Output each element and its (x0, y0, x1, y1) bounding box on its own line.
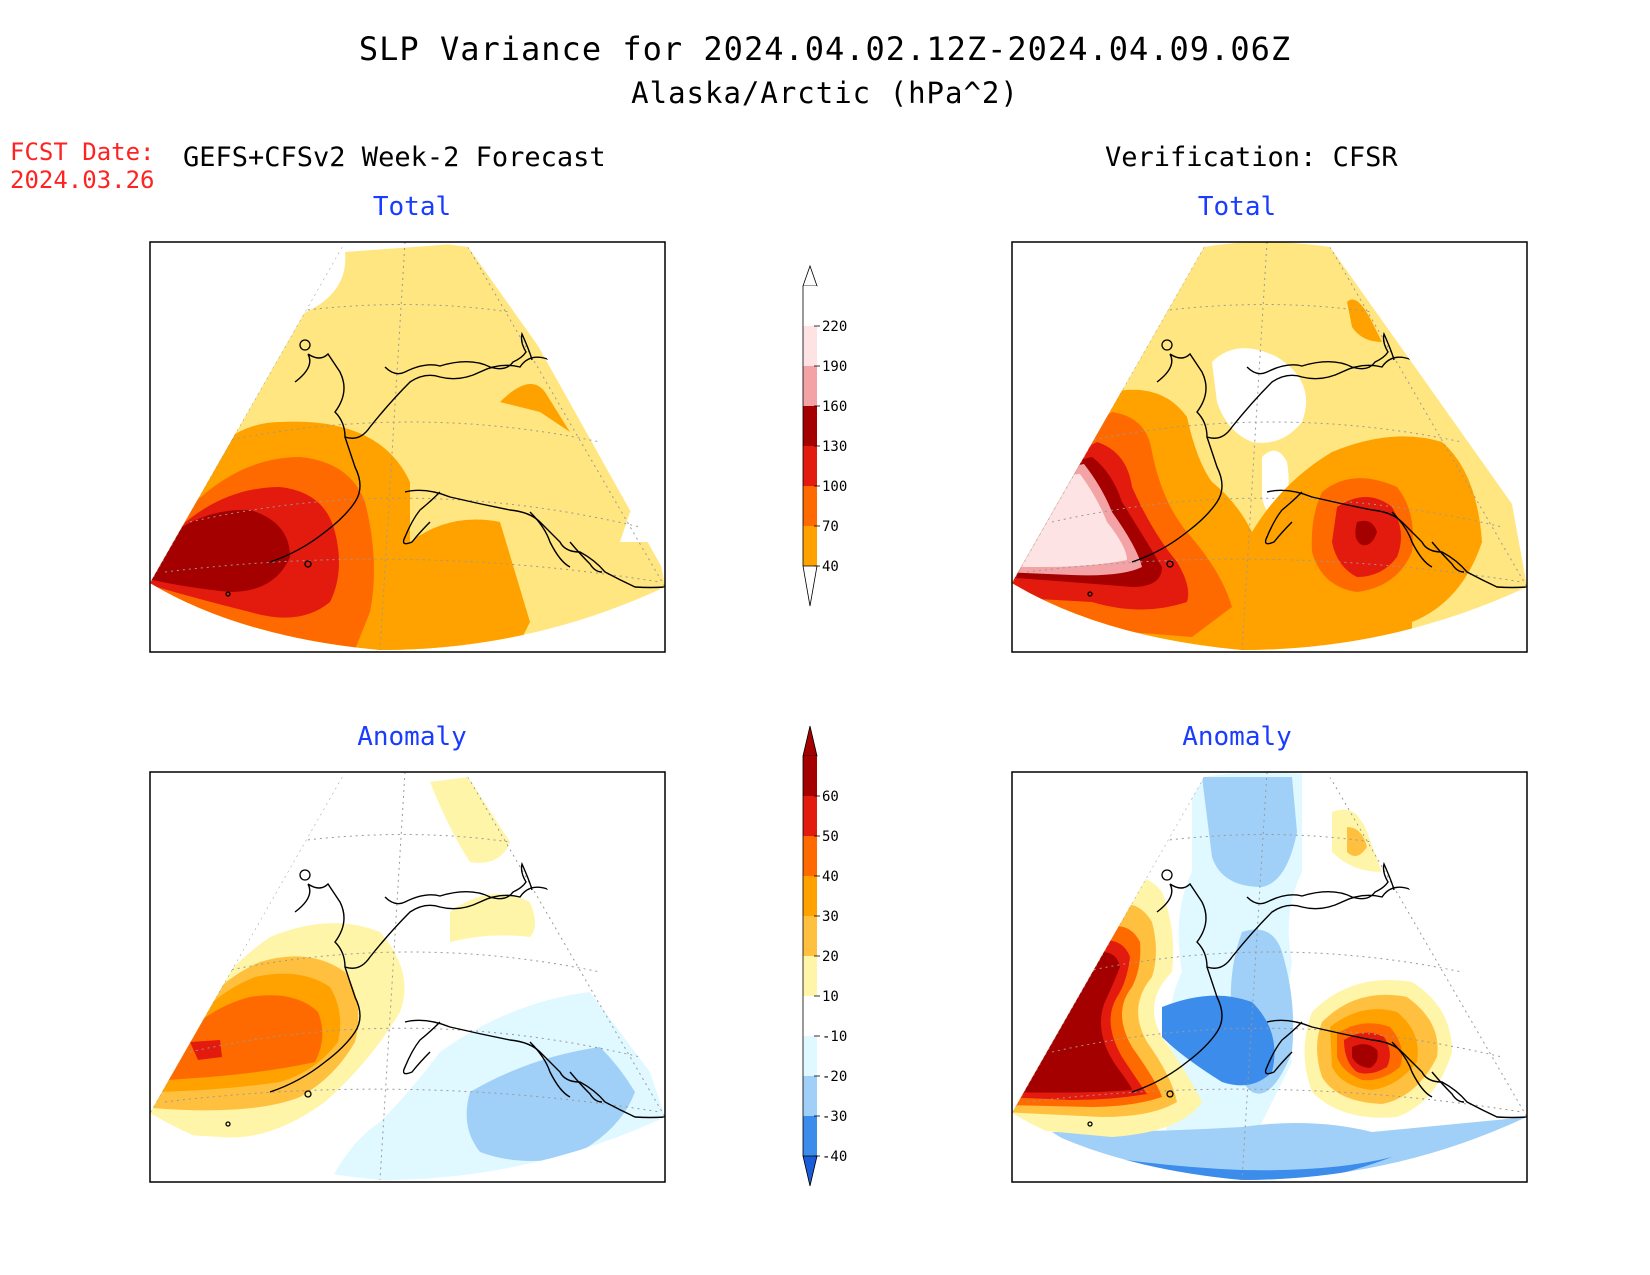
cbar-total-swatch (803, 526, 817, 566)
forecast-date-value: 2024.03.26 (10, 166, 155, 194)
cbar-total-swatch (803, 326, 817, 366)
cbar-total-tick-label: 130 (822, 439, 847, 455)
panel-title-verif-anomaly: Anomaly (1182, 722, 1292, 752)
cbar-total-tick-label: 160 (822, 399, 847, 415)
cbar-total-swatch (803, 486, 817, 526)
cbar-anomaly-swatch (803, 876, 817, 916)
cbar-total-tick-label: 40 (822, 559, 839, 575)
cbar-anomaly-swatch (803, 836, 817, 876)
cbar-total-top-arrow (802, 264, 818, 287)
cbar-anomaly-tick-label: 60 (822, 789, 839, 805)
cbar-anomaly-swatch (803, 1036, 817, 1076)
cbar-anomaly-swatch (803, 1076, 817, 1116)
cbar-total-tick-label: 70 (822, 519, 839, 535)
cbar-anomaly-tick-label: 50 (822, 829, 839, 845)
forecast-date-label: FCST Date: 2024.03.26 (10, 138, 155, 194)
forecast-header: GEFS+CFSv2 Week-2 Forecast (183, 142, 606, 173)
cbar-anomaly-tick-label: 30 (822, 909, 839, 925)
map-subtitle: Alaska/Arctic (hPa^2) (631, 76, 1019, 110)
cbar-anomaly-tick-label: 20 (822, 949, 839, 965)
verification-header: Verification: CFSR (1105, 142, 1398, 173)
cbar-anomaly-tick-label: -20 (822, 1069, 847, 1085)
cbar-total-swatch (803, 286, 817, 326)
colorbar-anomaly: 60 50 40 30 20 10 -10 -20 -30 -40 (802, 725, 847, 1187)
cbar-anomaly-tick-label: -30 (822, 1109, 847, 1125)
cbar-anomaly-swatch (803, 796, 817, 836)
cbar-anomaly-swatch (803, 1116, 817, 1156)
panel-title-fcst-total: Total (372, 192, 452, 222)
panel-title-fcst-anomaly: Anomaly (357, 722, 467, 752)
cbar-total-swatch (803, 446, 817, 486)
map-panel-fcst-total (149, 241, 666, 653)
map-title: SLP Variance for 2024.04.02.12Z-2024.04.… (358, 30, 1292, 68)
cbar-total-bottom-arrow (802, 565, 818, 607)
cbar-total-tick-label: 100 (822, 479, 847, 495)
cbar-anomaly-swatch (803, 916, 817, 956)
cbar-anomaly-tick-label: -40 (822, 1149, 847, 1165)
cbar-total-tick-label: 190 (822, 359, 847, 375)
cbar-total-tick-label: 220 (822, 319, 847, 335)
panel-title-verif-total: Total (1197, 192, 1277, 222)
cbar-total-swatch (803, 406, 817, 446)
map-panel-fcst-anomaly (149, 771, 666, 1183)
map-panel-verif-total (1011, 241, 1528, 653)
cbar-anomaly-swatch (803, 996, 817, 1036)
cbar-total-swatch (803, 366, 817, 406)
cbar-anomaly-swatch (803, 956, 817, 996)
cbar-anomaly-bottom-arrow (802, 1155, 818, 1187)
cbar-anomaly-top-arrow (802, 725, 818, 757)
cbar-anomaly-tick-label: 10 (822, 989, 839, 1005)
forecast-date-caption: FCST Date: (10, 138, 155, 166)
cbar-anomaly-swatch (803, 756, 817, 796)
map-panel-verif-anomaly (1011, 771, 1528, 1183)
colorbar-total: 220 190 160 130 100 70 40 (802, 264, 847, 607)
cbar-anomaly-tick-label: -10 (822, 1029, 847, 1045)
cbar-anomaly-tick-label: 40 (822, 869, 839, 885)
